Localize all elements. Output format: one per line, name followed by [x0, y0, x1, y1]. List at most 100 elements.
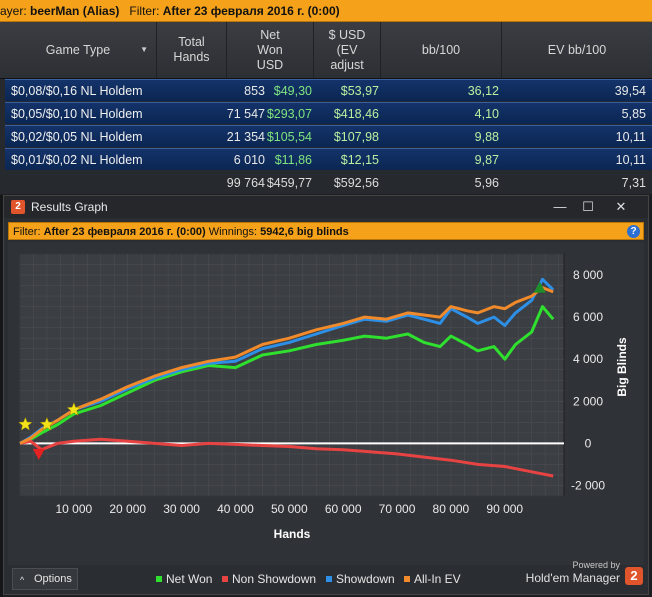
legend-swatch	[222, 575, 228, 582]
series-line-non-showdown	[19, 437, 554, 478]
ev-adjust-cell: $107,98	[333, 130, 379, 144]
options-button[interactable]: ^ Options	[12, 568, 78, 590]
ev-bb100-cell: 10,11	[615, 130, 646, 144]
col-game-type[interactable]: Game Type ▼	[0, 22, 157, 78]
hm2-brand-icon: 2	[625, 567, 643, 585]
col-total-hands-label: Total Hands	[173, 35, 210, 64]
up-triangle-marker	[533, 281, 546, 293]
x-tick-label: 80 000	[433, 502, 470, 516]
x-axis-title: Hands	[274, 527, 311, 541]
plot-background	[19, 253, 565, 497]
options-arrow-icon: ^	[20, 575, 25, 585]
col-ev-adjust-label: $ USD (EV adjust	[328, 27, 366, 72]
sort-arrow-icon[interactable]: ▼	[140, 45, 148, 54]
table-header: Game Type ▼ Total Hands Net Won USD $ US…	[0, 22, 652, 79]
x-tick-label: 90 000	[486, 502, 523, 516]
graph-filter-value[interactable]: After 23 февраля 2016 г. (0:00)	[43, 226, 206, 238]
col-bb100[interactable]: bb/100	[381, 22, 502, 78]
x-tick-label: 10 000	[56, 502, 93, 516]
table-row[interactable]: $0,05/$0,10 NL Holdem 71 547 $293,07 $41…	[5, 102, 652, 124]
y-tick-label: -2 000	[571, 478, 605, 492]
graph-filter-bar: Filter: After 23 февраля 2016 г. (0:00) …	[8, 222, 644, 240]
maximize-icon[interactable]: ☐	[582, 199, 594, 214]
col-total-hands[interactable]: Total Hands	[157, 22, 227, 78]
legend-swatch	[404, 575, 410, 582]
total-ev-cell: $592,56	[333, 176, 379, 190]
graph-filter-label: Filter:	[13, 226, 41, 238]
ev-adjust-cell: $53,97	[340, 84, 379, 98]
stats-table: Game Type ▼ Total Hands Net Won USD $ US…	[0, 22, 652, 194]
net-won-cell: $293,07	[266, 107, 312, 121]
y-tick-label: 8 000	[573, 268, 603, 282]
x-tick-label: 20 000	[109, 502, 146, 516]
filter-value[interactable]: After 23 февраля 2016 г. (0:00)	[162, 4, 340, 18]
x-tick-label: 70 000	[379, 502, 416, 516]
col-net-won[interactable]: Net Won USD	[227, 22, 314, 78]
table-row[interactable]: $0,01/$0,02 NL Holdem 6 010 $11,86 $12,1…	[5, 148, 652, 170]
legend-swatch	[156, 575, 162, 582]
star-marker	[66, 401, 82, 416]
results-chart: -2 000 0 2 000 4 000 6 000 8 000 10 000 20 000 3…	[8, 242, 644, 565]
x-tick-label: 40 000	[217, 502, 254, 516]
table-row[interactable]: $0,08/$0,16 NL Holdem 853 $49,30 $53,97 …	[5, 79, 652, 101]
col-game-type-label: Game Type	[45, 42, 111, 57]
ev-adjust-cell: $418,46	[333, 107, 379, 121]
help-icon[interactable]: ?	[627, 225, 640, 238]
series-line-net-won	[19, 305, 555, 445]
legend-label: Showdown	[336, 572, 395, 586]
series-line-all-in-ev	[19, 286, 554, 445]
total-net-cell: $459,77	[266, 176, 312, 190]
legend-label: Net Won	[166, 572, 213, 586]
x-tick-label: 50 000	[271, 502, 308, 516]
filter-bar: ayer: beerMan (Alias) Filter: After 23 ф…	[0, 0, 652, 22]
y-tick-label: 6 000	[573, 310, 603, 324]
player-name[interactable]: beerMan (Alias)	[30, 4, 120, 18]
x-tick-label: 60 000	[325, 502, 362, 516]
net-won-cell: $105,54	[266, 130, 312, 144]
net-won-cell: $11,86	[274, 153, 312, 167]
chart-svg: -2 000 0 2 000 4 000 6 000 8 000 10 000 20 000 3…	[18, 253, 629, 541]
col-bb100-label: bb/100	[421, 42, 461, 57]
game-type-cell: $0,05/$0,10 NL Holdem	[11, 107, 143, 121]
x-tick-label: 30 000	[163, 502, 200, 516]
legend-label: Non Showdown	[232, 572, 317, 586]
options-label: Options	[34, 573, 72, 585]
star-marker	[39, 416, 55, 431]
ev-bb100-cell: 39,54	[614, 84, 646, 98]
game-type-cell: $0,02/$0,05 NL Holdem	[11, 130, 143, 144]
y-axis-title: Big Blinds	[615, 337, 629, 397]
winnings-value: 5942,6 big blinds	[260, 226, 349, 238]
graph-titlebar[interactable]: 2 Results Graph — ☐ ✕	[4, 196, 648, 218]
col-ev-adjust[interactable]: $ USD (EV adjust	[314, 22, 381, 78]
powered-by: Powered by Hold'em Manager	[526, 560, 620, 586]
legend-label: All-In EV	[414, 572, 461, 586]
legend-non-showdown: Non Showdown	[222, 571, 316, 587]
ev-adjust-cell: $12,15	[340, 153, 379, 167]
y-tick-label: 4 000	[573, 352, 603, 366]
table-row[interactable]: $0,02/$0,05 NL Holdem 21 354 $105,54 $10…	[5, 125, 652, 147]
y-tick-label: 0	[585, 436, 592, 450]
col-ev-bb100[interactable]: EV bb/100	[502, 22, 652, 78]
close-icon[interactable]: ✕	[615, 199, 627, 214]
legend-net-won: Net Won	[156, 571, 212, 587]
total-bb100-cell: 5,96	[474, 176, 499, 190]
y-tick-label: 2 000	[573, 394, 603, 408]
bb100-cell: 9,88	[474, 130, 499, 144]
minimize-icon[interactable]: —	[553, 199, 567, 214]
bb100-cell: 9,87	[474, 153, 499, 167]
powered-by-label: Powered by	[572, 560, 620, 570]
star-marker	[18, 416, 33, 431]
hands-cell: 853	[244, 84, 265, 98]
legend-showdown: Showdown	[326, 571, 395, 587]
col-net-won-label: Net Won USD	[256, 27, 284, 72]
legend-swatch	[326, 575, 332, 582]
hands-cell: 21 354	[226, 130, 265, 144]
total-ev-bb100-cell: 7,31	[621, 176, 646, 190]
down-triangle-marker	[32, 448, 45, 460]
net-won-cell: $49,30	[273, 84, 312, 98]
graph-window-title: Results Graph	[31, 200, 108, 214]
winnings-label: Winnings:	[208, 226, 258, 238]
brand-name: Hold'em Manager	[525, 571, 620, 585]
bb100-cell: 36,12	[467, 84, 499, 98]
ev-bb100-cell: 5,85	[621, 107, 646, 121]
